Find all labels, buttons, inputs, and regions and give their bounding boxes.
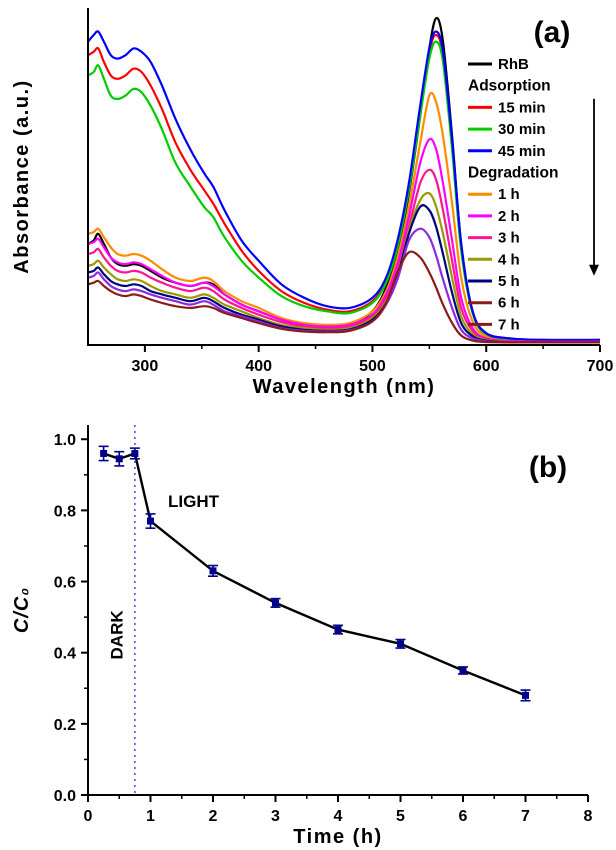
legend-group-header: Adsorption (468, 78, 551, 95)
spectrum-45-min (87, 30, 601, 342)
data-point-marker (100, 449, 108, 457)
spectrum-1-h (87, 91, 601, 343)
y-axis-label: C/C₀ (11, 587, 33, 633)
y-tick-label: 0.6 (54, 575, 76, 592)
data-point-marker (272, 599, 279, 607)
x-tick-label: 500 (359, 358, 386, 375)
spectra-series (87, 16, 601, 344)
data-point-marker (115, 455, 123, 463)
kinetics-data (98, 445, 531, 702)
annotation-dark: DARK (107, 610, 126, 660)
panel-b-letter: (b) (529, 451, 567, 484)
x-tick-label: 300 (132, 358, 159, 375)
spectrum-7-h (87, 250, 600, 344)
x-axis-label: Wavelength (nm) (253, 376, 436, 398)
spectra-axes: 300 400 500 600 700 Wavelength (nm) Absorbance… (11, 8, 613, 398)
legend-entry-label: 2 h (498, 208, 520, 225)
y-axis-label: Absorbance (a.u.) (11, 79, 33, 273)
legend-entry-label: 4 h (498, 251, 520, 268)
data-point-marker (147, 517, 154, 525)
x-tick-label: 5 (396, 808, 405, 825)
data-point-marker (334, 626, 342, 634)
x-tick-label: 700 (587, 358, 614, 375)
y-tick-label: 0.8 (54, 503, 76, 520)
legend-entry-label: 15 min (498, 99, 546, 116)
panel-a: 300 400 500 600 700 Wavelength (nm) Absorbance… (0, 0, 616, 405)
legend: RhB Adsorption 15 min 30 min 45 min Degradati… (468, 56, 599, 333)
spectrum-5-h (87, 204, 600, 344)
y-tick-label: 0.0 (54, 788, 76, 805)
legend-entry-label: 30 min (498, 121, 546, 138)
spectrum-2-h (87, 137, 601, 343)
time-direction-arrowhead (589, 264, 599, 276)
y-tick-label: 0.4 (54, 646, 76, 663)
data-point-marker (131, 449, 139, 457)
legend-entry-label: 5 h (498, 273, 520, 290)
x-tick-label: 1 (146, 808, 155, 825)
x-tick-label: 0 (84, 808, 93, 825)
data-point-marker (522, 691, 529, 699)
kinetics-connect-line (103, 451, 526, 697)
data-point-marker (397, 640, 404, 648)
legend-entry-label: 45 min (498, 143, 546, 160)
data-point-marker (209, 567, 217, 575)
x-axis-label: Time (h) (293, 826, 382, 848)
legend-entry-label: 3 h (498, 230, 520, 247)
spectrum-3-h (87, 168, 600, 343)
x-tick-label: 6 (459, 808, 468, 825)
x-tick-label: 7 (521, 808, 530, 825)
x-tick-label: 2 (209, 808, 218, 825)
kinetics-axes: 0 1 2 3 4 5 6 7 8 0.0 0.2 0.4 0.6 0.8 1.0 Time (h) C/C₀ (11, 425, 593, 848)
x-tick-label: 4 (334, 808, 343, 825)
data-point-marker (459, 666, 467, 674)
x-tick-label: 400 (245, 358, 272, 375)
y-tick-label: 0.2 (54, 717, 76, 734)
legend-entry-label: RhB (498, 56, 529, 73)
legend-entry-label: 1 h (498, 186, 520, 203)
x-tick-label: 600 (473, 358, 500, 375)
spectrum-4-h (87, 191, 601, 344)
annotation-light: LIGHT (168, 492, 220, 511)
legend-entry-label: 7 h (498, 316, 520, 333)
panel-a-letter: (a) (534, 16, 571, 49)
x-tick-label: 8 (584, 808, 593, 825)
panel-b: 0 1 2 3 4 5 6 7 8 0.0 0.2 0.4 0.6 0.8 1.0 Time (h) C/C₀ D… (0, 405, 616, 850)
kinetics-chart-svg: 0 1 2 3 4 5 6 7 8 0.0 0.2 0.4 0.6 0.8 1.0 Time (h) C/C₀ D… (11, 425, 593, 848)
x-tick-label: 3 (271, 808, 280, 825)
legend-group-header: Degradation (468, 165, 558, 182)
legend-entry-label: 6 h (498, 295, 520, 312)
spectra-chart-svg: 300 400 500 600 700 Wavelength (nm) Absorbance… (11, 8, 613, 398)
y-tick-label: 1.0 (54, 432, 76, 449)
